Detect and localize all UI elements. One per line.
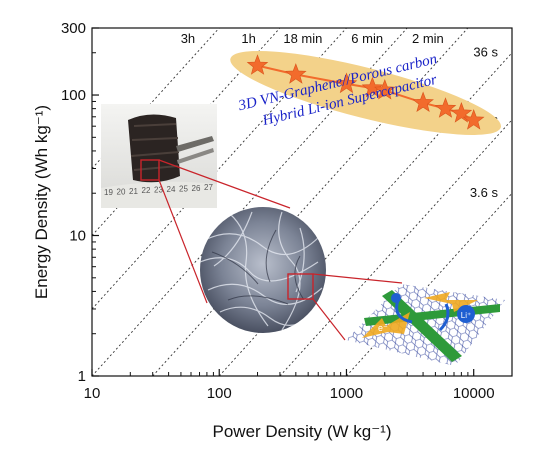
y-axis-title: Energy Density (Wh kg⁻¹) (32, 105, 51, 299)
tweezer (176, 136, 214, 152)
ruler-number: 21 (129, 187, 138, 196)
ruler-number: 27 (204, 183, 213, 192)
series-layer (246, 54, 485, 130)
ruler-number: 22 (142, 186, 151, 195)
ruler-number: 19 (104, 188, 113, 197)
ruler-number: 20 (117, 187, 126, 196)
data-point-star (361, 76, 384, 98)
data-point-star (462, 109, 485, 130)
callout-line-3 (312, 273, 403, 284)
y-tick-label: 300 (61, 20, 86, 37)
x-tick-label: 1000 (330, 385, 363, 402)
data-point-star (434, 97, 457, 118)
time-line-label: 36 s (473, 45, 498, 60)
plot-frame (91, 27, 513, 377)
electrode-photo-inset: 19 20 21 22 23 24 25 26 27 (101, 104, 217, 208)
time-line-label: 1h (241, 31, 255, 46)
data-point-star (246, 54, 269, 75)
ion-arrow-1 (395, 299, 413, 324)
time-line-label: 6 min (351, 31, 383, 46)
electron-label: e⁻ (378, 323, 388, 333)
callout-line-4 (312, 298, 346, 341)
ruler (101, 181, 217, 208)
ruler-numbers: 19 20 21 22 23 24 25 26 27 (104, 183, 213, 197)
photo-callout-box (140, 159, 160, 181)
ruler-number: 23 (154, 186, 163, 195)
electron-arrow-left (362, 312, 410, 338)
time-line (279, 119, 512, 376)
time-line-label: 18 min (283, 31, 322, 46)
data-point-star (450, 102, 473, 123)
sem-image-inset (200, 207, 326, 333)
lithium-ion-label: Li⁺ (461, 311, 471, 320)
time-line-label: 3h (181, 31, 195, 46)
time-line-label: 2 min (412, 31, 444, 46)
data-point-star (373, 78, 396, 100)
x-tick-label: 10000 (453, 385, 495, 402)
x-tick-label: 100 (207, 385, 232, 402)
time-line-label: 3.6 s (470, 185, 499, 200)
callout-line-1 (158, 159, 291, 209)
monolith-texture (130, 123, 180, 171)
ruler-number: 24 (167, 185, 176, 194)
x-axis-ticks: 10 100 1000 10000 (84, 369, 495, 402)
electron-dot (391, 293, 401, 303)
vn-nanowire-1 (382, 290, 462, 362)
ruler-number: 25 (179, 184, 188, 193)
data-point-star (412, 91, 434, 112)
y-tick-label: 10 (69, 228, 86, 245)
callout-line-2 (158, 179, 208, 304)
graphene-schematic-inset: Li⁺ e⁻ (346, 284, 505, 366)
y-axis-ticks: 1 10 100 300 (61, 20, 99, 385)
lithium-ion (457, 305, 475, 323)
y-tick-label: 1 (78, 368, 86, 385)
electron-arrow-right (424, 292, 478, 312)
y-tick-label: 100 (61, 87, 86, 104)
time-line (92, 28, 408, 376)
sem-callout-box (287, 273, 314, 300)
data-point-star (284, 63, 307, 84)
ion-arrow-2 (438, 303, 450, 332)
tweezer-lower (177, 148, 214, 164)
x-tick-label: 10 (84, 385, 101, 402)
sem-circle (200, 207, 326, 333)
time-line (152, 28, 469, 376)
ruler-number: 26 (192, 184, 201, 193)
x-axis-title: Power Density (W kg⁻¹) (213, 422, 392, 441)
data-point-star (335, 72, 358, 94)
